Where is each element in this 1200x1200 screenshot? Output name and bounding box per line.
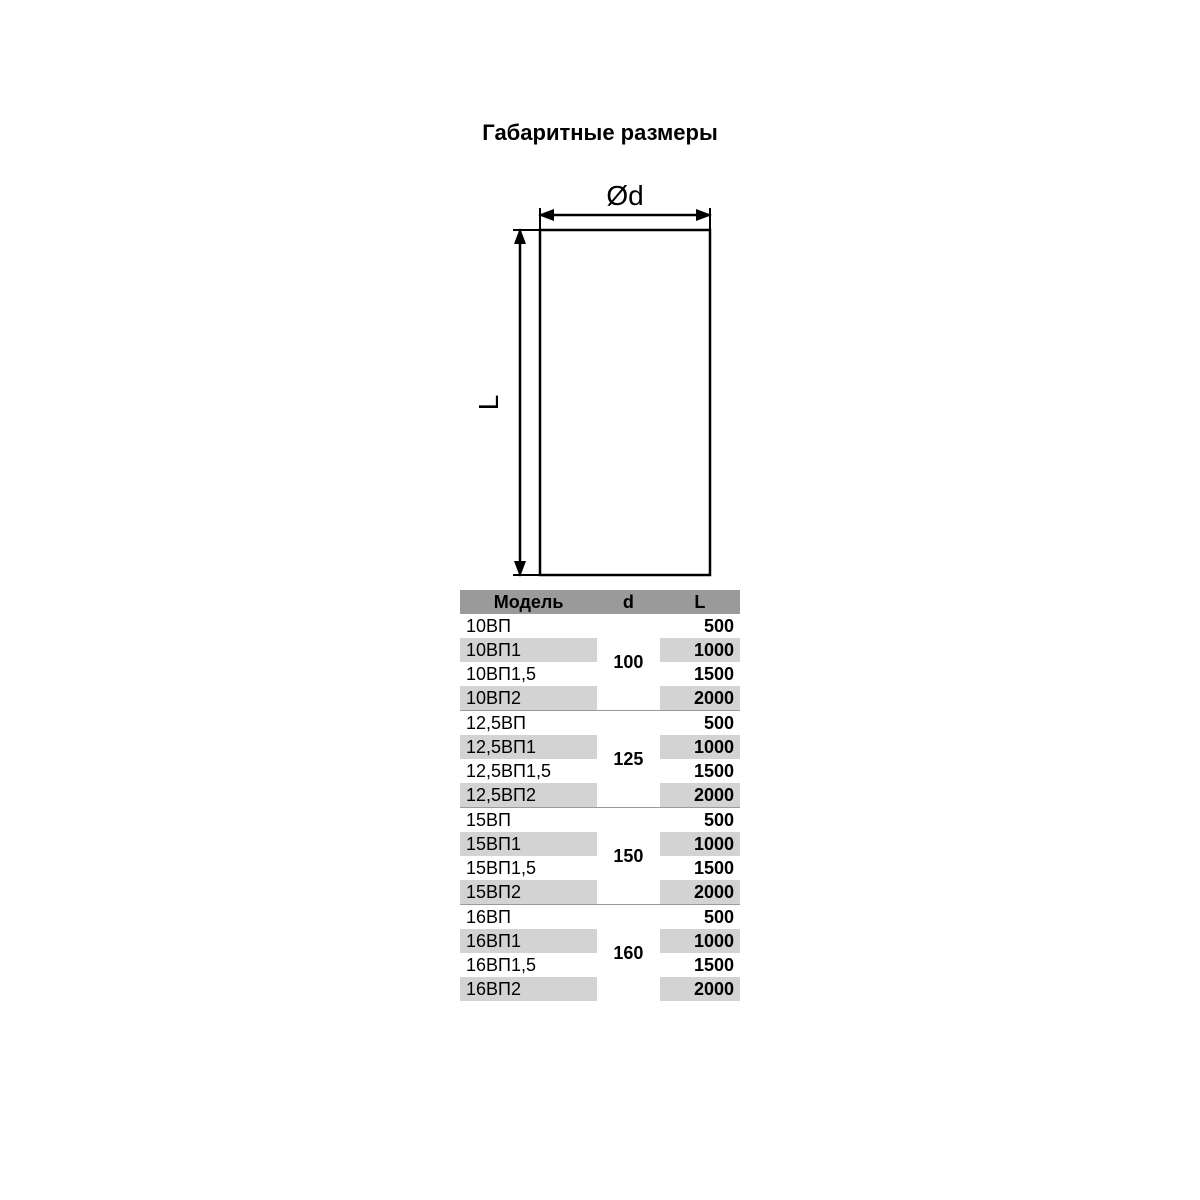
diameter-label: Ød — [606, 180, 643, 211]
model-cell: 12,5ВП — [460, 711, 597, 736]
diagram-svg: Ød L — [450, 155, 750, 585]
d-cell: 150 — [597, 808, 659, 905]
l-cell: 1000 — [660, 735, 740, 759]
page-title: Габаритные размеры — [0, 120, 1200, 146]
l-cell: 500 — [660, 905, 740, 930]
table-row: 10ВП100500 — [460, 614, 740, 638]
d-cell: 125 — [597, 711, 659, 808]
dimension-diagram: Ød L — [0, 155, 1200, 590]
model-cell: 10ВП1 — [460, 638, 597, 662]
l-cell: 2000 — [660, 977, 740, 1001]
model-cell: 10ВП2 — [460, 686, 597, 711]
l-cell: 1500 — [660, 759, 740, 783]
l-cell: 1000 — [660, 832, 740, 856]
col-header-model: Модель — [460, 590, 597, 614]
l-cell: 500 — [660, 614, 740, 638]
l-cell: 2000 — [660, 880, 740, 905]
table-header-row: Модель d L — [460, 590, 740, 614]
model-cell: 12,5ВП1,5 — [460, 759, 597, 783]
l-cell: 1000 — [660, 638, 740, 662]
table-row: 15ВП150500 — [460, 808, 740, 833]
model-cell: 15ВП — [460, 808, 597, 833]
l-cell: 1500 — [660, 953, 740, 977]
model-cell: 12,5ВП2 — [460, 783, 597, 808]
length-label: L — [473, 395, 504, 411]
l-cell: 2000 — [660, 783, 740, 808]
page: Габаритные размеры Ød L — [0, 0, 1200, 1200]
table-row: 12,5ВП125500 — [460, 711, 740, 736]
l-cell: 500 — [660, 808, 740, 833]
table-body: 10ВП10050010ВП1100010ВП1,5150010ВП220001… — [460, 614, 740, 1001]
l-cell: 2000 — [660, 686, 740, 711]
model-cell: 15ВП2 — [460, 880, 597, 905]
d-cell: 160 — [597, 905, 659, 1002]
model-cell: 16ВП — [460, 905, 597, 930]
l-cell: 1500 — [660, 856, 740, 880]
l-cell: 500 — [660, 711, 740, 736]
model-cell: 10ВП — [460, 614, 597, 638]
dimensions-table: Модель d L 10ВП10050010ВП1100010ВП1,5150… — [460, 590, 740, 1001]
dimensions-table-el: Модель d L 10ВП10050010ВП1100010ВП1,5150… — [460, 590, 740, 1001]
col-header-d: d — [597, 590, 659, 614]
model-cell: 12,5ВП1 — [460, 735, 597, 759]
l-cell: 1500 — [660, 662, 740, 686]
model-cell: 16ВП1,5 — [460, 953, 597, 977]
col-header-l: L — [660, 590, 740, 614]
model-cell: 15ВП1 — [460, 832, 597, 856]
l-cell: 1000 — [660, 929, 740, 953]
model-cell: 16ВП1 — [460, 929, 597, 953]
table-row: 16ВП160500 — [460, 905, 740, 930]
model-cell: 15ВП1,5 — [460, 856, 597, 880]
diagram-body-rect — [540, 230, 710, 575]
model-cell: 16ВП2 — [460, 977, 597, 1001]
d-cell: 100 — [597, 614, 659, 711]
model-cell: 10ВП1,5 — [460, 662, 597, 686]
